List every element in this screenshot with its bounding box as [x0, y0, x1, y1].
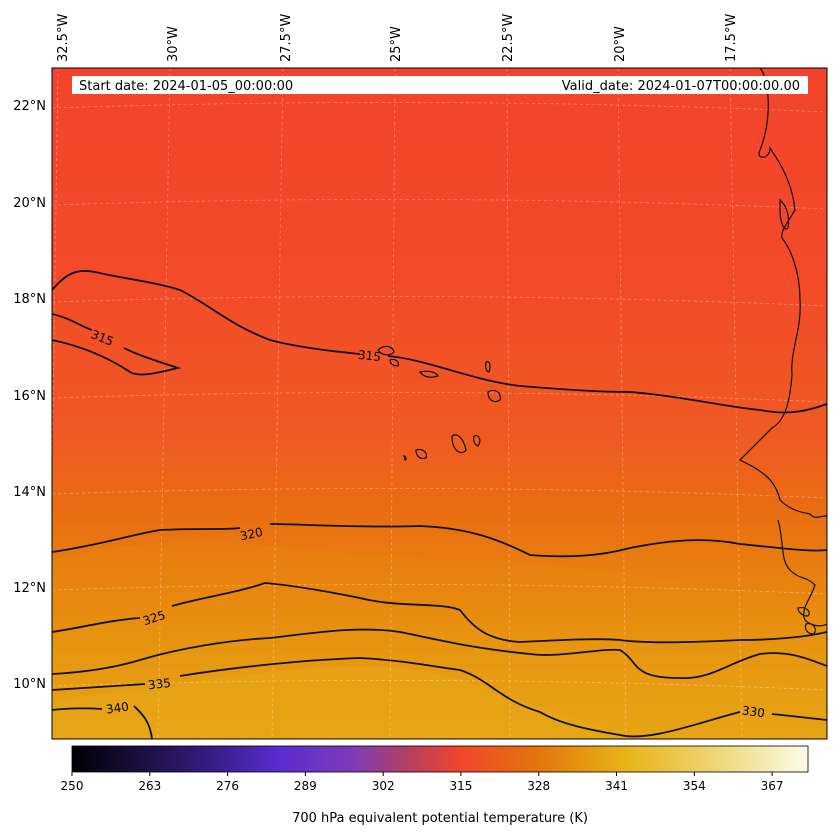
lon-tick-label: 25°W	[389, 26, 404, 62]
contour-320	[52, 523, 827, 558]
contours	[52, 270, 827, 739]
map-frame	[51, 67, 828, 740]
contour-315-north	[52, 270, 827, 414]
lat-tick-label: 20°N	[13, 196, 46, 211]
island-sal	[485, 361, 491, 373]
colorbar-tick-label: 341	[605, 779, 628, 793]
colorbar-gradient	[71, 745, 809, 773]
lon-tick-label: 17.5°W	[724, 14, 739, 62]
temperature-field	[52, 68, 827, 739]
map-area: 315 315 320 325 335 340 330 Start date: …	[52, 68, 827, 739]
island-boa-vista	[487, 389, 501, 403]
colorbar-tick-label: 250	[61, 779, 84, 793]
colorbar-tick-label: 289	[294, 779, 317, 793]
coast-inlet-1	[779, 198, 790, 230]
contour-label-330: 330	[741, 703, 766, 720]
contour-335	[52, 657, 827, 738]
colorbar: 250 263 276 289 302 315 328 341 354 367 700 hPa e…	[61, 745, 809, 826]
start-date-label: Start date: 2024-01-05_00:00:00	[79, 79, 293, 94]
island-fogo	[415, 448, 427, 460]
colorbar-tick-label: 328	[527, 779, 550, 793]
contour-label-group: 315 315 320 325 335 340 330	[89, 327, 766, 720]
lat-tick-label: 12°N	[13, 581, 46, 596]
warm-south-region	[52, 666, 620, 739]
bissagos-islands-2	[804, 623, 816, 635]
contour-label-320: 320	[239, 525, 264, 543]
island-sao-nicolau	[419, 370, 439, 378]
header-box	[72, 76, 808, 94]
latitude-labels: 22°N 20°N 18°N 16°N 14°N 12°N 10°N	[13, 99, 46, 692]
lat-tick-label: 14°N	[13, 485, 46, 500]
coastlines	[377, 68, 827, 635]
island-santiago	[451, 434, 467, 454]
colorbar-tick-label: 276	[216, 779, 239, 793]
island-maio	[473, 435, 481, 447]
contour-340	[52, 705, 153, 739]
lon-tick-label: 20°W	[613, 26, 628, 62]
lon-tick-label: 22.5°W	[501, 14, 516, 62]
lon-tick-label: 32.5°W	[56, 14, 71, 62]
island-sao-vicente	[389, 358, 400, 367]
colorbar-label: 700 hPa equivalent potential temperature…	[292, 811, 588, 826]
colorbar-tick-label: 302	[372, 779, 395, 793]
bissagos-islands	[797, 607, 810, 617]
valid-date-label: Valid_date: 2024-01-07T00:00:00.00	[562, 79, 800, 94]
lat-tick-label: 22°N	[13, 99, 46, 114]
african-coastline	[738, 68, 827, 518]
contour-330	[52, 628, 827, 679]
contour-315-west	[52, 313, 182, 376]
colorbar-tick-label: 315	[449, 779, 472, 793]
colorbar-tick-label: 263	[138, 779, 161, 793]
island-brava	[403, 455, 407, 461]
longitude-labels: 32.5°W 30°W 27.5°W 25°W 22.5°W 20°W 17.5…	[56, 14, 739, 62]
lat-tick-label: 16°N	[13, 389, 46, 404]
contour-label-340: 340	[105, 700, 130, 717]
lat-tick-label: 18°N	[13, 292, 46, 307]
contour-label-325: 325	[141, 608, 167, 628]
colorbar-tick-label: 367	[761, 779, 784, 793]
lon-tick-label: 27.5°W	[279, 14, 294, 62]
lon-tick-label: 30°W	[166, 26, 181, 62]
colorbar-tick-label: 354	[683, 779, 706, 793]
gridlines	[52, 68, 827, 739]
contour-label-315-center: 315	[357, 348, 381, 364]
lat-tick-label: 10°N	[13, 677, 46, 692]
contour-325	[52, 582, 827, 644]
contour-label-335: 335	[147, 676, 171, 692]
island-santo-antao	[377, 345, 395, 356]
colorbar-ticks: 250 263 276 289 302 315 328 341 354 367	[61, 772, 784, 793]
